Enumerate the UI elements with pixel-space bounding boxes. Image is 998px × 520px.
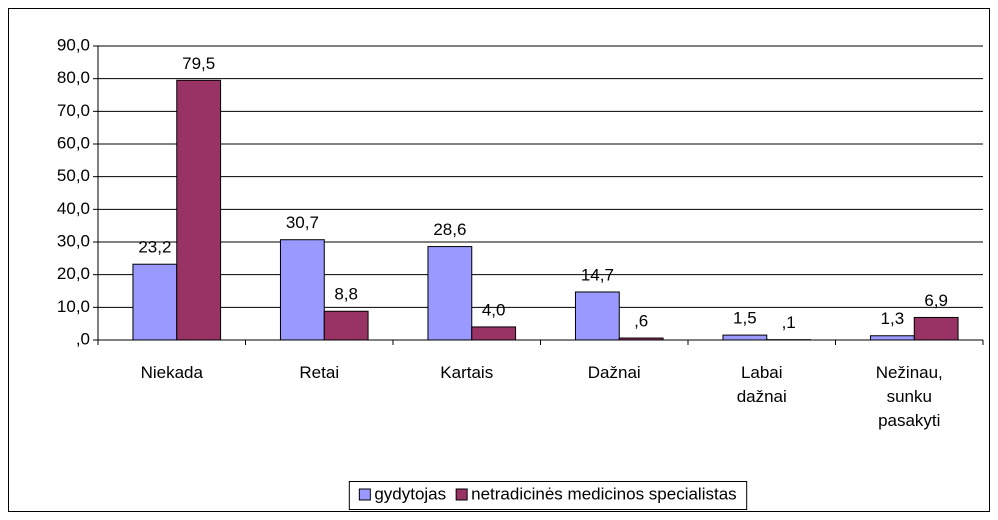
y-tick-label: 60,0 bbox=[57, 133, 90, 152]
legend-label: netradicinės medicinos specialistas bbox=[471, 484, 737, 503]
x-tick-label-line: Dažnai bbox=[588, 363, 641, 382]
x-tick-label: Niekada bbox=[141, 363, 204, 382]
data-label: 8,8 bbox=[334, 285, 358, 304]
y-tick-label: 20,0 bbox=[57, 264, 90, 283]
y-tick-label: 70,0 bbox=[57, 101, 90, 120]
data-label: 4,0 bbox=[482, 300, 506, 319]
legend-swatch bbox=[358, 488, 371, 501]
x-tick-label-line: Nežinau, bbox=[876, 363, 943, 382]
y-tick-label: 30,0 bbox=[57, 231, 90, 250]
data-label: ,1 bbox=[782, 313, 796, 332]
legend-box bbox=[348, 481, 748, 510]
x-tick-label-line: Labai bbox=[741, 363, 783, 382]
x-tick-label: Labai dažnai bbox=[737, 363, 787, 406]
data-label: ,6 bbox=[634, 312, 648, 331]
bar bbox=[427, 246, 473, 341]
legend: gydytojas netradicinės medicinos speciali… bbox=[348, 481, 748, 510]
bar bbox=[176, 79, 222, 341]
x-tick-label-line: pasakyti bbox=[878, 411, 940, 430]
data-label: 28,6 bbox=[433, 220, 466, 239]
x-tick-label-line: Kartais bbox=[440, 363, 493, 382]
legend-label: gydytojas bbox=[374, 484, 446, 503]
x-tick-label: Dažnai bbox=[588, 363, 641, 382]
y-tick-label: 80,0 bbox=[57, 68, 90, 87]
bar bbox=[913, 316, 959, 341]
x-tick-label-line: Niekada bbox=[141, 363, 204, 382]
x-tick-label-line: Retai bbox=[299, 363, 339, 382]
bar bbox=[471, 326, 517, 341]
y-tick-label: ,0 bbox=[76, 329, 90, 348]
data-label: 14,7 bbox=[581, 265, 614, 284]
y-tick-label: 10,0 bbox=[57, 297, 90, 316]
data-label: 23,2 bbox=[138, 238, 171, 257]
chart-border bbox=[8, 8, 990, 512]
data-label: 1,3 bbox=[881, 309, 905, 328]
x-tick-label-line: sunku bbox=[887, 387, 932, 406]
x-tick-label: Nežinau, sunku pasakyti bbox=[876, 363, 943, 430]
x-tick-label-line: dažnai bbox=[737, 387, 787, 406]
x-tick-label: Retai bbox=[299, 363, 339, 382]
data-label: 6,9 bbox=[924, 291, 948, 310]
bar bbox=[323, 310, 369, 341]
y-tick-label: 90,0 bbox=[57, 35, 90, 54]
x-tick-label: Kartais bbox=[440, 363, 493, 382]
data-label: 79,5 bbox=[182, 54, 215, 73]
legend-swatch bbox=[455, 488, 468, 501]
bar bbox=[722, 334, 768, 341]
bar bbox=[574, 291, 620, 341]
bar bbox=[869, 335, 915, 341]
y-tick-label: 40,0 bbox=[57, 199, 90, 218]
bar bbox=[279, 239, 325, 341]
bar bbox=[132, 263, 178, 341]
y-tick-label: 50,0 bbox=[57, 166, 90, 185]
data-label: 1,5 bbox=[733, 309, 757, 328]
data-label: 30,7 bbox=[286, 213, 319, 232]
